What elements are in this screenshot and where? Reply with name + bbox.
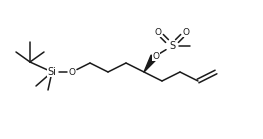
Polygon shape	[144, 55, 157, 72]
Text: O: O	[153, 52, 159, 60]
Text: S: S	[169, 41, 175, 51]
Text: O: O	[154, 28, 161, 37]
Text: O: O	[68, 68, 75, 76]
Text: O: O	[183, 28, 190, 37]
Text: Si: Si	[48, 67, 57, 77]
